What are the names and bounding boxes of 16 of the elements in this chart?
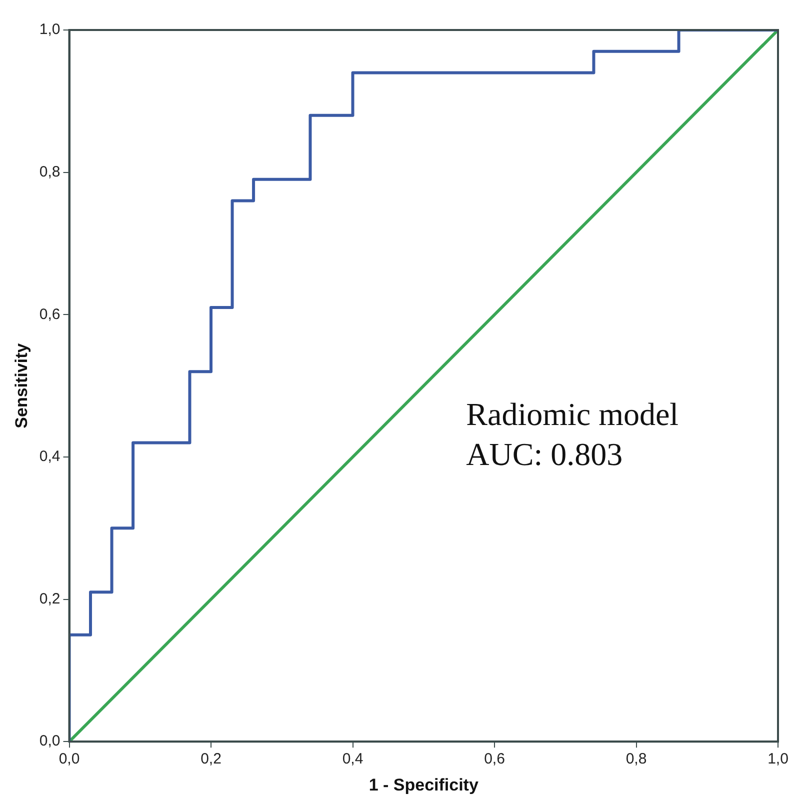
y-tick-label: 1,0	[39, 21, 60, 38]
x-tick-label: 0,2	[200, 750, 222, 768]
x-tick-label: 1,0	[768, 750, 788, 768]
x-tick-label: 0,0	[58, 750, 80, 768]
y-tick-label: 0,4	[39, 448, 60, 466]
x-axis-title: 1 - Specificity	[368, 775, 479, 794]
annotation: Radiomic model	[466, 396, 679, 432]
y-tick-label: 0,8	[39, 163, 60, 180]
y-tick-label: 0,2	[39, 590, 60, 608]
y-tick-label: 0,0	[39, 732, 60, 750]
y-axis-title: Sensitivity	[12, 342, 31, 428]
y-tick-label: 0,6	[39, 306, 60, 323]
x-tick-label: 0,4	[342, 750, 364, 768]
x-tick-label: 0,8	[626, 750, 647, 768]
x-tick-label: 0,6	[484, 750, 505, 768]
annotation: AUC: 0.803	[466, 436, 623, 472]
